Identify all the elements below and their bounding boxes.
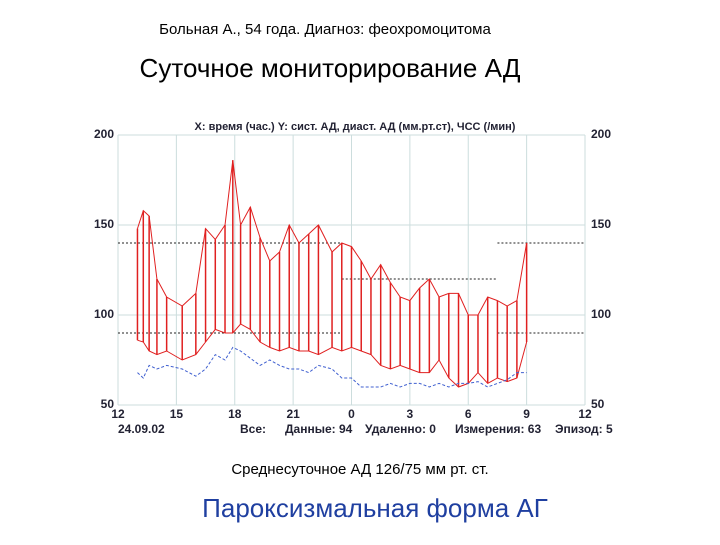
date: 24.09.02: [118, 422, 165, 436]
conclusion: Пароксизмальная форма АГ: [202, 493, 548, 523]
stat: Измерения: 63: [455, 422, 541, 436]
y-tick-label: 100: [94, 307, 114, 321]
patient: Больная А., 54 года. Диагноз: феохромоци…: [159, 21, 491, 38]
x-tick-label: 12: [578, 407, 592, 421]
x-tick-label: 15: [170, 407, 184, 421]
stat: Эпизод: 5: [555, 422, 613, 436]
series-line: [137, 323, 528, 388]
y2-tick-label: 50: [591, 397, 605, 411]
stat: Удаленно: 0: [365, 422, 436, 436]
x-tick-label: 3: [407, 407, 414, 421]
y2-tick-label: 150: [591, 217, 611, 231]
stat: Данные: 94: [285, 422, 353, 436]
axes-caption: X: время (час.) Y: сист. АД, диаст. АД (…: [195, 121, 516, 133]
x-tick-label: 0: [348, 407, 355, 421]
y-tick-label: 150: [94, 217, 114, 231]
y2-tick-label: 200: [591, 127, 611, 141]
stat: Все:: [240, 422, 266, 436]
y2-tick-label: 100: [591, 307, 611, 321]
y-tick-label: 50: [101, 397, 115, 411]
series-line: [137, 346, 527, 388]
series-line: [136, 160, 528, 316]
y-tick-label: 200: [94, 127, 114, 141]
x-tick-label: 21: [286, 407, 300, 421]
chart-title: Суточное мониторирование АД: [140, 53, 521, 83]
x-tick-label: 12: [111, 407, 125, 421]
x-tick-label: 6: [465, 407, 472, 421]
x-tick-label: 9: [523, 407, 530, 421]
x-tick-label: 18: [228, 407, 242, 421]
summary: Среднесуточное АД 126/75 мм рт. ст.: [231, 461, 488, 478]
